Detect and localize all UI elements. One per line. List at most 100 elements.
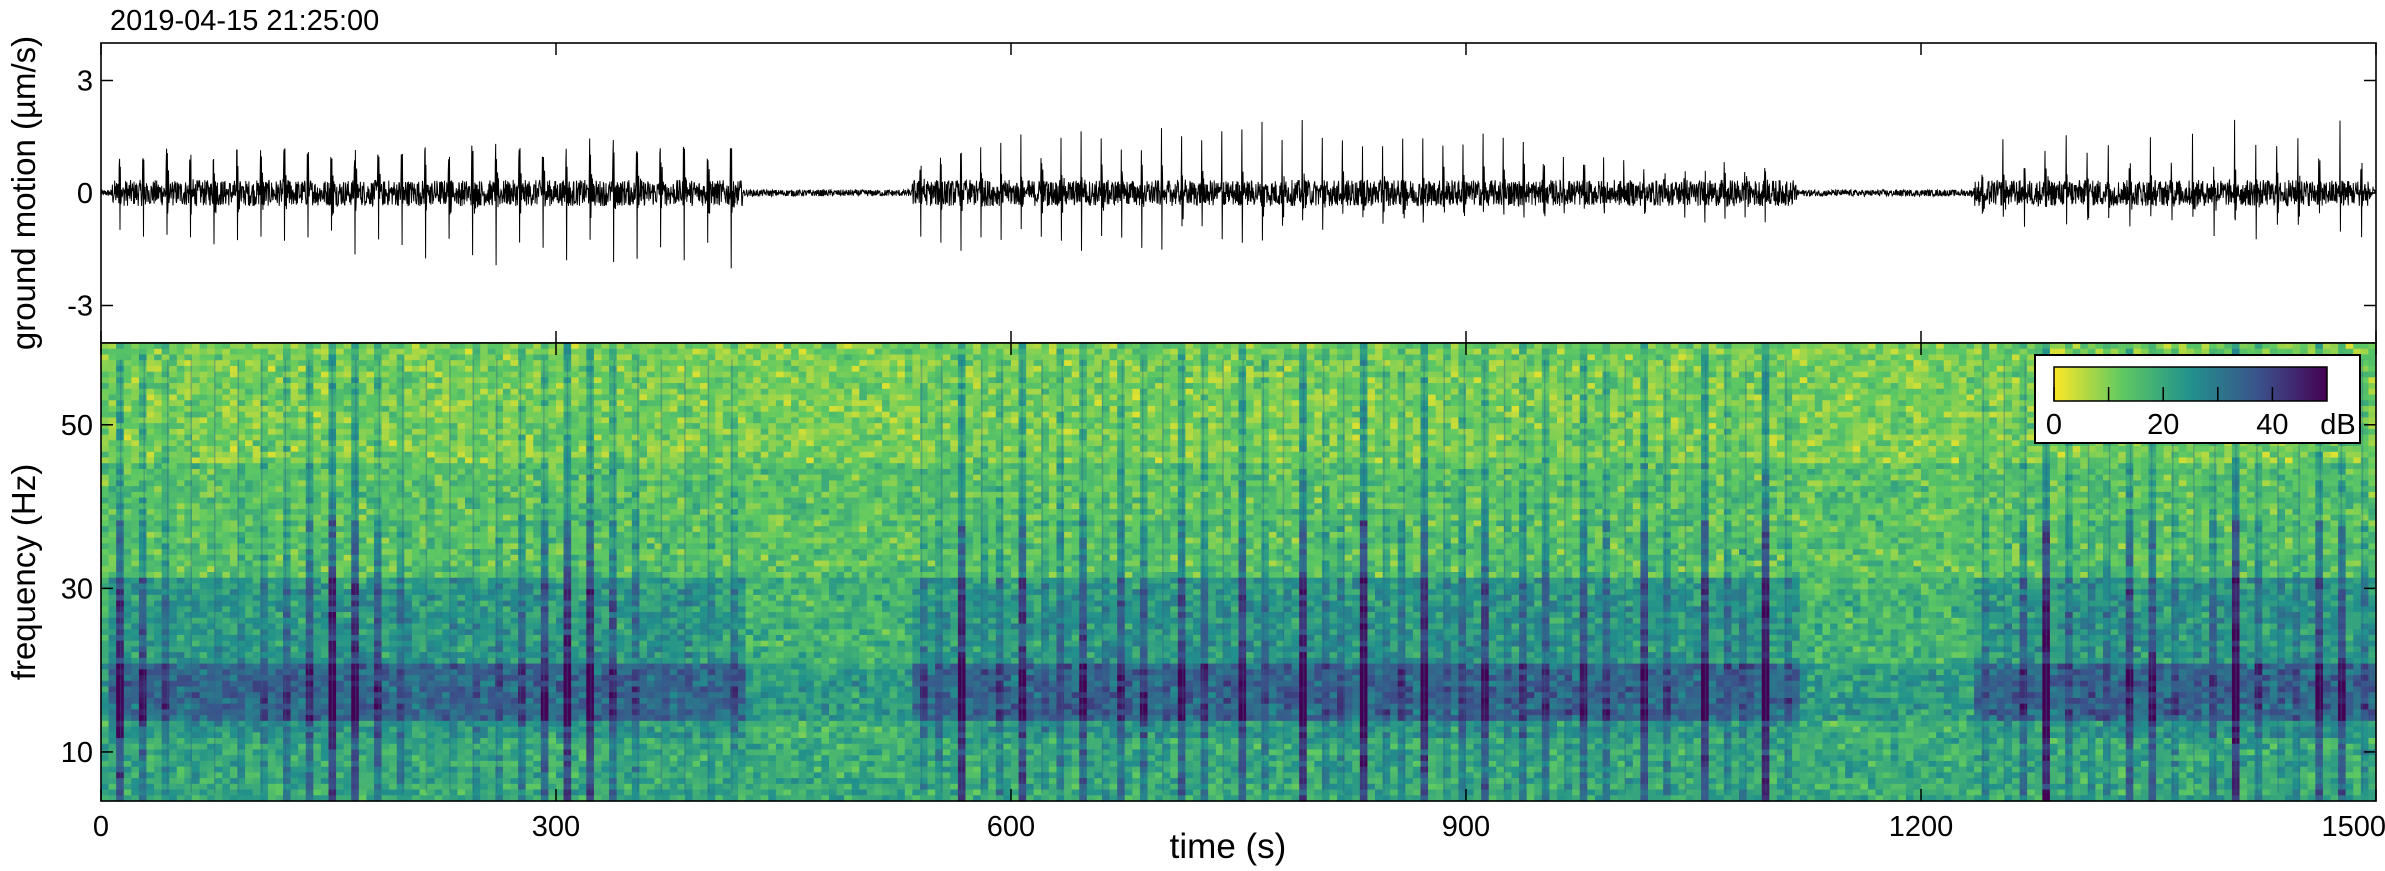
heatmap-cell	[389, 618, 397, 624]
heatmap-cell	[101, 721, 109, 727]
heatmap-cell	[427, 458, 435, 464]
heatmap-cell	[169, 784, 177, 790]
heatmap-cell	[366, 400, 374, 406]
heatmap-cell	[230, 578, 238, 584]
heatmap-cell	[450, 727, 458, 733]
heatmap-cell	[465, 515, 473, 521]
heatmap-cell	[374, 698, 382, 704]
heatmap-cell	[177, 440, 185, 446]
heatmap-cell	[427, 772, 435, 778]
heatmap-cell	[435, 417, 443, 423]
heatmap-cell	[321, 687, 329, 693]
heatmap-cell	[147, 652, 155, 658]
heatmap-cell	[101, 543, 109, 549]
heatmap-cell	[382, 480, 390, 486]
heatmap-cell	[397, 658, 405, 664]
heatmap-cell	[268, 761, 276, 767]
heatmap-cell	[435, 664, 443, 670]
heatmap-cell	[124, 423, 132, 429]
heatmap-cell	[131, 595, 139, 601]
heatmap-cell	[435, 578, 443, 584]
heatmap-cell	[253, 458, 261, 464]
heatmap-cell	[109, 572, 117, 578]
heatmap-cell	[162, 778, 170, 784]
heatmap-cell	[412, 721, 420, 727]
heatmap-cell	[344, 463, 352, 469]
heatmap-cell	[154, 520, 162, 526]
heatmap-cell	[374, 618, 382, 624]
heatmap-cell	[435, 652, 443, 658]
heatmap-cell	[109, 744, 117, 750]
heatmap-cell	[101, 652, 109, 658]
heatmap-cell	[465, 354, 473, 360]
heatmap-cell	[131, 538, 139, 544]
heatmap-cell	[245, 463, 253, 469]
heatmap-cell	[101, 429, 109, 435]
heatmap-cell	[192, 595, 200, 601]
heatmap-cell	[169, 601, 177, 607]
heatmap-cell	[389, 572, 397, 578]
heatmap-cell	[457, 732, 465, 738]
heatmap-cell	[101, 698, 109, 704]
heatmap-cell	[245, 469, 253, 475]
heatmap-cell	[245, 709, 253, 715]
heatmap-cell	[359, 429, 367, 435]
heatmap-cell	[245, 790, 253, 796]
heatmap-cell	[435, 675, 443, 681]
heatmap-cell	[382, 549, 390, 555]
heatmap-cell	[389, 738, 397, 744]
heatmap-cell	[253, 715, 261, 721]
heatmap-cell	[366, 475, 374, 481]
heatmap-cell	[321, 463, 329, 469]
heatmap-cell	[275, 784, 283, 790]
heatmap-cell	[283, 440, 291, 446]
heatmap-cell	[344, 429, 352, 435]
heatmap-cell	[275, 790, 283, 796]
heatmap-cell	[397, 458, 405, 464]
heatmap-cell	[359, 761, 367, 767]
heatmap-cell	[162, 452, 170, 458]
heatmap-cell	[306, 595, 314, 601]
heatmap-cell	[101, 417, 109, 423]
heatmap-cell	[366, 578, 374, 584]
heatmap-cell	[404, 767, 412, 773]
heatmap-cell	[374, 515, 382, 521]
heatmap-cell	[275, 475, 283, 481]
heatmap-cell	[109, 498, 117, 504]
heatmap-cell	[283, 687, 291, 693]
heatmap-cell	[200, 389, 208, 395]
heatmap-cell	[139, 372, 147, 378]
heatmap-cell	[230, 555, 238, 561]
heatmap-cell	[412, 549, 420, 555]
heatmap-cell	[169, 572, 177, 578]
heatmap-cell	[131, 601, 139, 607]
heatmap-cell	[177, 664, 185, 670]
heatmap-cell	[245, 629, 253, 635]
heatmap-cell	[268, 343, 276, 349]
heatmap-cell	[427, 698, 435, 704]
heatmap-cell	[435, 555, 443, 561]
heatmap-cell	[109, 561, 117, 567]
heatmap-cell	[450, 715, 458, 721]
heatmap-cell	[298, 555, 306, 561]
heatmap-cell	[359, 744, 367, 750]
heatmap-cell	[389, 624, 397, 630]
heatmap-cell	[162, 538, 170, 544]
heatmap-cell	[275, 704, 283, 710]
heatmap-cell	[275, 446, 283, 452]
heatmap-cell	[306, 360, 314, 366]
heatmap-cell	[389, 732, 397, 738]
heatmap-cell	[366, 463, 374, 469]
heatmap-cell	[298, 738, 306, 744]
heatmap-cell	[313, 458, 321, 464]
heatmap-cell	[200, 675, 208, 681]
heatmap-cell	[306, 715, 314, 721]
heatmap-cell	[275, 503, 283, 509]
heatmap-cell	[245, 624, 253, 630]
heatmap-cell	[457, 624, 465, 630]
heatmap-cell	[298, 389, 306, 395]
heatmap-cell	[109, 463, 117, 469]
heatmap-cell	[412, 532, 420, 538]
heatmap-cell	[177, 669, 185, 675]
heatmap-cell	[344, 354, 352, 360]
